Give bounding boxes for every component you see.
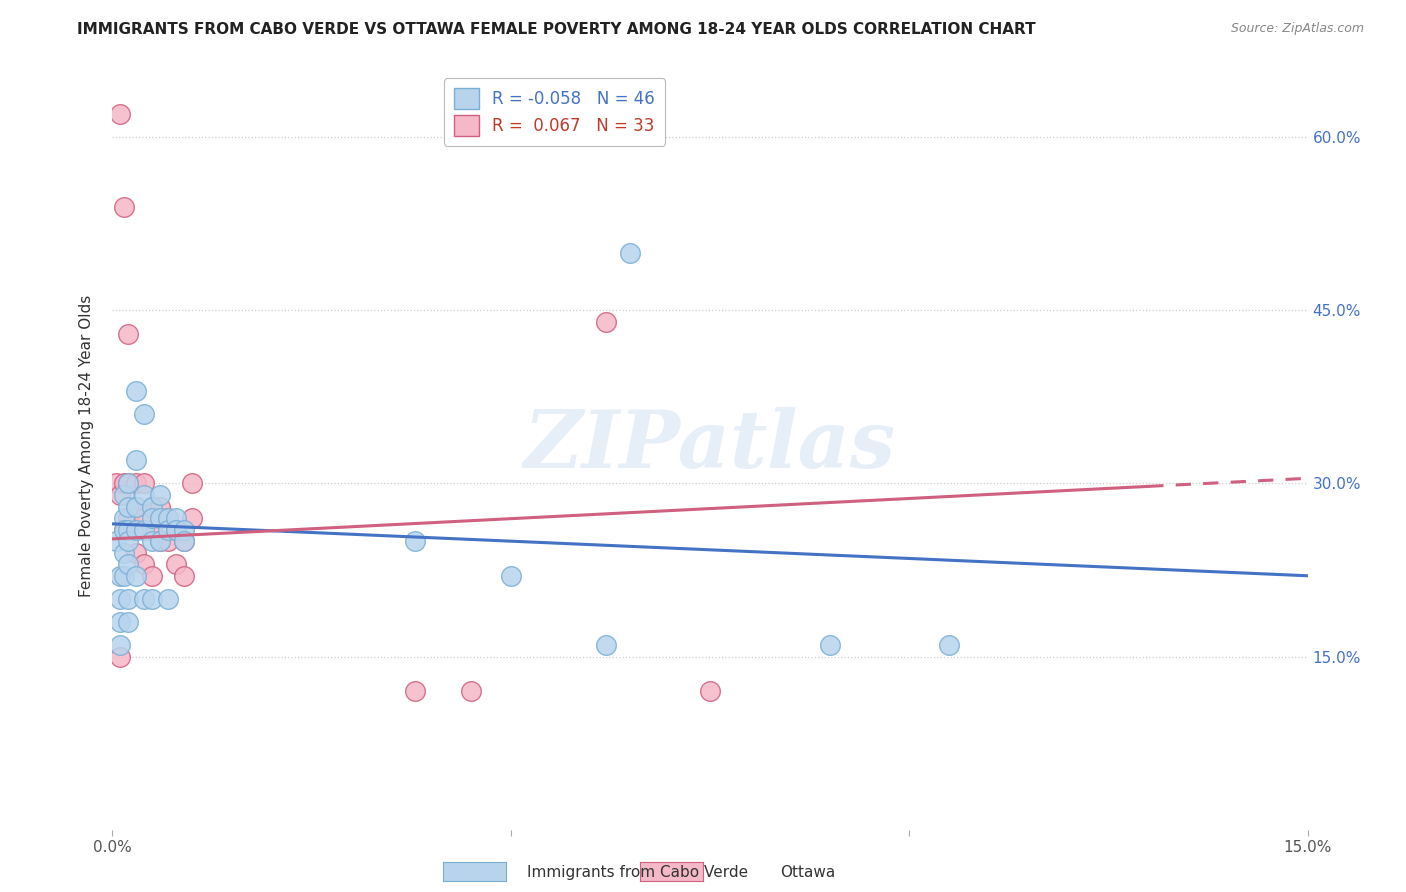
Point [134, 407, 156, 421]
Point [157, 511, 180, 525]
Point [117, 615, 139, 629]
Point [114, 568, 135, 582]
Point [117, 558, 139, 572]
Point [105, 534, 128, 549]
Point [114, 488, 135, 502]
Point [134, 558, 156, 572]
Point [149, 534, 172, 549]
Point [157, 534, 180, 549]
Point [134, 523, 156, 537]
Point [149, 488, 172, 502]
Point [114, 200, 135, 214]
Point [110, 649, 132, 664]
Point [110, 568, 132, 582]
Point [117, 476, 139, 491]
Point [125, 568, 148, 582]
Text: IMMIGRANTS FROM CABO VERDE VS OTTAWA FEMALE POVERTY AMONG 18-24 YEAR OLDS CORREL: IMMIGRANTS FROM CABO VERDE VS OTTAWA FEM… [77, 22, 1036, 37]
Point [117, 523, 139, 537]
Point [173, 534, 195, 549]
Point [595, 638, 617, 652]
Point [117, 591, 139, 606]
Point [114, 511, 135, 525]
Text: Immigrants from Cabo Verde: Immigrants from Cabo Verde [527, 865, 748, 880]
Point [114, 476, 135, 491]
Point [110, 615, 132, 629]
Point [699, 684, 721, 698]
Point [149, 534, 172, 549]
Point [141, 500, 163, 514]
Point [114, 523, 135, 537]
Point [105, 476, 128, 491]
Point [117, 534, 139, 549]
Point [149, 500, 172, 514]
Point [181, 476, 204, 491]
Point [165, 523, 187, 537]
Point [165, 523, 187, 537]
Point [595, 315, 617, 329]
Text: Source: ZipAtlas.com: Source: ZipAtlas.com [1230, 22, 1364, 36]
Point [125, 546, 148, 560]
Text: Ottawa: Ottawa [780, 865, 835, 880]
Point [165, 558, 187, 572]
Text: ZIPatlas: ZIPatlas [524, 408, 896, 484]
Legend: R = -0.058   N = 46, R =  0.067   N = 33: R = -0.058 N = 46, R = 0.067 N = 33 [444, 78, 665, 145]
Point [117, 511, 139, 525]
Point [117, 500, 139, 514]
Point [157, 591, 180, 606]
Point [141, 534, 163, 549]
Point [157, 511, 180, 525]
Point [114, 523, 135, 537]
Point [114, 546, 135, 560]
Point [125, 500, 148, 514]
Point [619, 245, 641, 260]
Point [125, 523, 148, 537]
Point [110, 488, 132, 502]
Point [125, 384, 148, 399]
Point [404, 684, 426, 698]
Point [141, 523, 163, 537]
Point [110, 638, 132, 652]
Point [157, 523, 180, 537]
Point [404, 534, 426, 549]
Point [125, 500, 148, 514]
Point [141, 591, 163, 606]
Point [938, 638, 960, 652]
Point [499, 568, 522, 582]
Point [818, 638, 841, 652]
Point [110, 107, 132, 121]
Point [141, 568, 163, 582]
Point [110, 591, 132, 606]
Point [134, 591, 156, 606]
Point [125, 476, 148, 491]
Point [141, 511, 163, 525]
Point [117, 476, 139, 491]
Point [125, 453, 148, 467]
Point [134, 476, 156, 491]
Point [134, 511, 156, 525]
Point [134, 488, 156, 502]
Point [117, 326, 139, 341]
Point [173, 523, 195, 537]
Point [149, 511, 172, 525]
Point [173, 568, 195, 582]
Point [165, 511, 187, 525]
Point [141, 500, 163, 514]
Point [173, 534, 195, 549]
Point [181, 511, 204, 525]
Point [460, 684, 482, 698]
Y-axis label: Female Poverty Among 18-24 Year Olds: Female Poverty Among 18-24 Year Olds [79, 295, 94, 597]
